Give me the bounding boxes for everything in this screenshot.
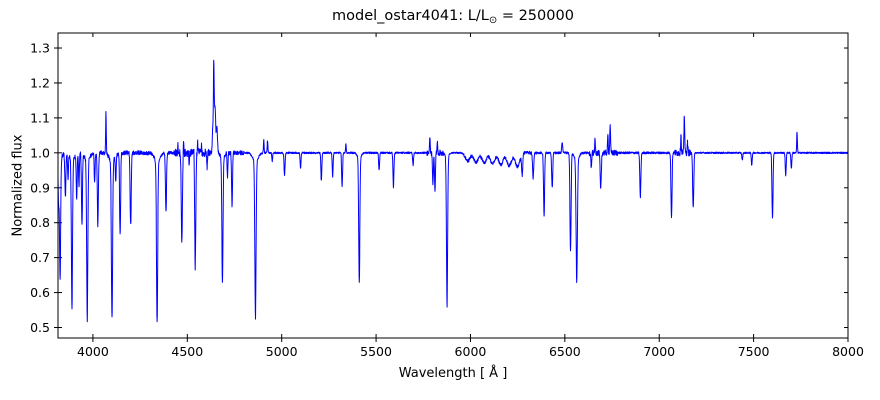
x-tick-label: 6000 [455, 344, 487, 359]
y-tick-label: 0.5 [30, 320, 50, 335]
y-tick-label: 0.6 [30, 285, 50, 300]
x-tick-label: 7500 [738, 344, 770, 359]
spectrum-line [57, 59, 849, 323]
y-axis-label: Normalized flux [10, 134, 26, 237]
x-tick-label: 8000 [832, 344, 864, 359]
axis-ticks [54, 33, 849, 342]
sun-symbol: ⊙ [488, 15, 498, 26]
plot-title-suffix: = 250000 [497, 8, 574, 24]
y-tick-label: 1.2 [30, 75, 50, 90]
y-tick-label: 1.0 [30, 145, 50, 160]
x-axis-label: Wavelength [ Å ] [398, 366, 508, 381]
plot-frame [57, 32, 849, 339]
axis-tick-labels: 4000 4500 5000 5500 6000 6500 7000 7500 8000 0.5 0… [30, 41, 864, 359]
x-tick-label: 4000 [77, 344, 109, 359]
plot-title-prefix: model_ostar4041: L/L [332, 8, 489, 24]
y-tick-label: 0.8 [30, 215, 50, 230]
y-tick-label: 0.7 [30, 250, 50, 265]
x-tick-label: 7000 [643, 344, 675, 359]
x-tick-label: 4500 [171, 344, 203, 359]
y-tick-label: 1.1 [30, 110, 50, 125]
x-tick-label: 5000 [266, 344, 298, 359]
y-tick-label: 1.3 [30, 41, 50, 56]
x-tick-label: 5500 [360, 344, 392, 359]
x-tick-label: 6500 [549, 344, 581, 359]
plot-title: model_ostar4041: L/L⊙ = 250000 [58, 8, 848, 26]
y-tick-label: 0.9 [30, 180, 50, 195]
